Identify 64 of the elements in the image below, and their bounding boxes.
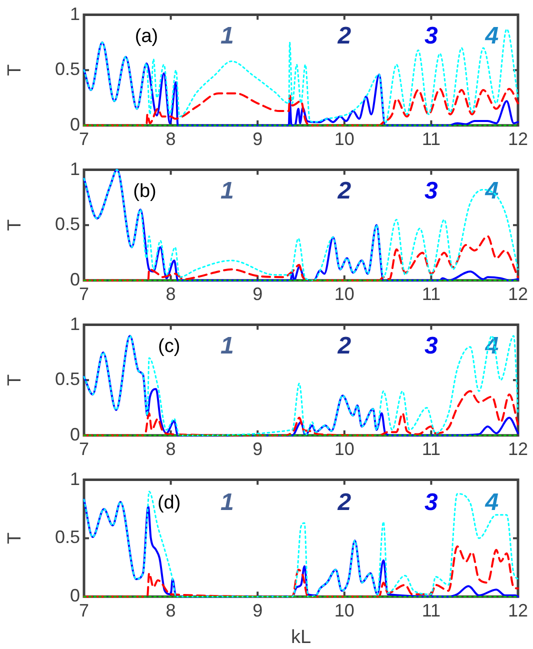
line-series — [83, 88, 519, 126]
annotation: (b) — [133, 181, 156, 202]
y-tick-label: 0 — [70, 424, 80, 444]
x-axis-title: kL — [290, 626, 312, 648]
x-tick-label: 12 — [508, 439, 528, 460]
y-tick-label: 0.5 — [54, 369, 80, 390]
annotation: (a) — [134, 26, 158, 48]
y-tick-label: 1 — [70, 158, 80, 179]
annotation: 3 — [424, 332, 439, 360]
x-tick-label: 8 — [166, 129, 176, 150]
y-tick-label: 0 — [70, 586, 80, 606]
x-tick-label: 7 — [78, 439, 90, 460]
x-tick-label: 10 — [334, 284, 354, 304]
x-tick-label: 9 — [252, 439, 263, 460]
annotation: 1 — [220, 178, 234, 205]
x-tick-label: 7 — [78, 284, 90, 304]
x-tick-label: 12 — [508, 600, 528, 620]
x-tick-label: 8 — [166, 600, 176, 620]
y-axis-title: T — [4, 218, 26, 231]
annotation: 3 — [424, 178, 439, 205]
x-tick-label: 9 — [252, 129, 263, 150]
y-tick-label: 0.5 — [54, 214, 80, 234]
annotation: 4 — [484, 22, 499, 50]
line-series — [83, 390, 519, 436]
annotation: 1 — [220, 22, 234, 50]
y-tick-label: 0.5 — [54, 59, 80, 80]
y-axis-title: T — [4, 64, 26, 76]
x-tick-label: 8 — [166, 439, 176, 460]
annotation: 2 — [336, 22, 352, 50]
x-tick-label: 9 — [252, 284, 263, 304]
x-tick-label: 11 — [422, 439, 441, 460]
y-tick-label: 0 — [70, 114, 80, 134]
y-tick-label: 0 — [70, 269, 80, 290]
annotation: 1 — [220, 488, 234, 516]
x-tick-label: 12 — [508, 129, 528, 150]
x-tick-label: 11 — [422, 129, 441, 150]
annotation: (d) — [157, 492, 181, 514]
annotation: 3 — [424, 488, 439, 516]
x-tick-label: 10 — [334, 600, 354, 620]
y-tick-label: 1 — [70, 314, 80, 334]
x-tick-label: 7 — [78, 129, 90, 150]
x-tick-label: 7 — [78, 600, 90, 620]
line-series — [83, 545, 519, 598]
line-series — [83, 28, 519, 124]
x-tick-label: 11 — [422, 284, 441, 304]
x-tick-label: 11 — [422, 600, 441, 620]
annotation: 2 — [336, 332, 352, 360]
y-tick-label: 0.5 — [54, 527, 80, 548]
y-axis-title: T — [4, 532, 26, 544]
annotation: 2 — [336, 178, 352, 205]
annotation: 1 — [220, 332, 234, 360]
annotation: 2 — [336, 488, 352, 516]
annotation: 3 — [424, 22, 439, 50]
x-tick-label: 8 — [166, 284, 176, 304]
x-tick-label: 10 — [334, 129, 354, 150]
x-tick-label: 12 — [508, 284, 528, 304]
annotation: 4 — [484, 488, 499, 516]
y-tick-label: 1 — [70, 4, 80, 24]
x-tick-label: 9 — [252, 600, 263, 620]
annotation: (c) — [158, 336, 180, 358]
y-tick-label: 1 — [70, 468, 80, 489]
line-series — [83, 235, 519, 282]
y-axis-title: T — [4, 374, 26, 386]
x-tick-label: 10 — [334, 439, 354, 460]
